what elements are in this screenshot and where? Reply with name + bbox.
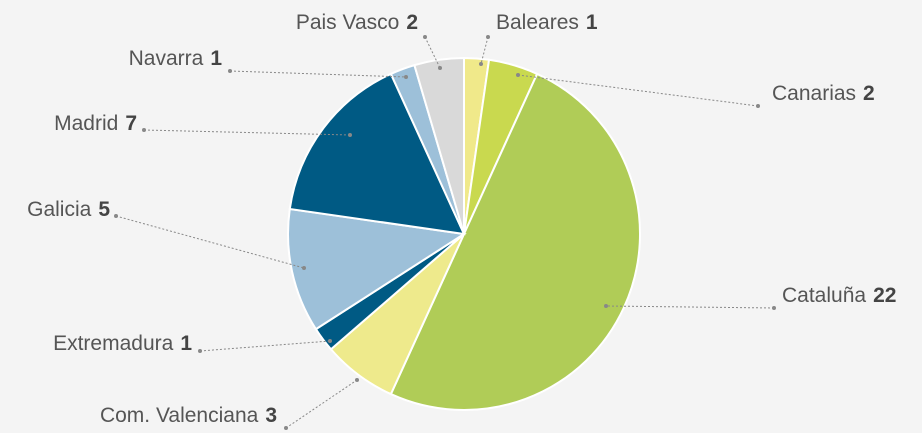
label-name: Madrid xyxy=(54,112,118,135)
leader-dot xyxy=(328,339,332,343)
label-value: 3 xyxy=(265,404,277,427)
leader-line xyxy=(480,36,489,65)
leader-dot xyxy=(284,426,288,430)
leader-dot xyxy=(198,349,202,353)
label-name: Pais Vasco xyxy=(296,11,400,34)
leader-dot xyxy=(479,62,483,66)
slice-label: Extremadura 1 xyxy=(53,332,192,355)
slice-label: Galicia 5 xyxy=(27,198,110,221)
label-value: 2 xyxy=(406,11,418,34)
leader-dot xyxy=(302,266,306,270)
leader-line xyxy=(605,305,775,309)
label-value: 22 xyxy=(873,284,896,307)
slice-label: Navarra 1 xyxy=(129,47,223,70)
leader-line xyxy=(424,36,441,69)
pie-slice xyxy=(288,72,466,236)
leader-dot xyxy=(604,304,608,308)
label-value: 1 xyxy=(180,332,192,355)
label-name: Navarra xyxy=(129,47,204,70)
label-name: Canarias xyxy=(772,82,856,105)
leader-line xyxy=(199,340,331,352)
leader-dot xyxy=(772,306,776,310)
leader-dot xyxy=(348,133,352,137)
label-value: 7 xyxy=(125,112,137,135)
leader-dot xyxy=(142,128,146,132)
pie-slice xyxy=(287,207,467,331)
label-name: Baleares xyxy=(496,11,579,34)
label-name: Cataluña xyxy=(782,284,866,307)
pie-slice xyxy=(413,56,465,235)
leader-dot xyxy=(423,35,427,39)
leader-dot xyxy=(404,75,408,79)
leader-dot xyxy=(516,73,520,77)
leader-dot xyxy=(228,69,232,73)
slice-label: Canarias 2 xyxy=(772,82,875,105)
pie-slice xyxy=(389,72,641,411)
leader-dot xyxy=(114,214,118,218)
slice-label: Baleares 1 xyxy=(496,11,598,34)
label-value: 1 xyxy=(586,11,598,34)
slice-label: Com. Valenciana 3 xyxy=(100,404,277,427)
leader-line xyxy=(517,74,759,107)
leader-line xyxy=(229,70,407,78)
leader-dot xyxy=(355,378,359,382)
leader-line xyxy=(285,379,358,429)
slice-label: Madrid 7 xyxy=(54,112,137,135)
leader-dot xyxy=(438,66,442,70)
leader-line xyxy=(115,215,305,269)
slice-label: Pais Vasco 2 xyxy=(296,11,418,34)
label-value: 1 xyxy=(210,47,222,70)
slice-label: Cataluña 22 xyxy=(782,284,896,307)
leader-dot xyxy=(756,104,760,108)
label-name: Extremadura xyxy=(53,332,174,355)
label-value: 5 xyxy=(98,198,110,221)
leader-dot xyxy=(486,35,490,39)
label-value: 2 xyxy=(863,82,875,105)
label-name: Com. Valenciana xyxy=(100,404,259,427)
label-name: Galicia xyxy=(27,198,92,221)
